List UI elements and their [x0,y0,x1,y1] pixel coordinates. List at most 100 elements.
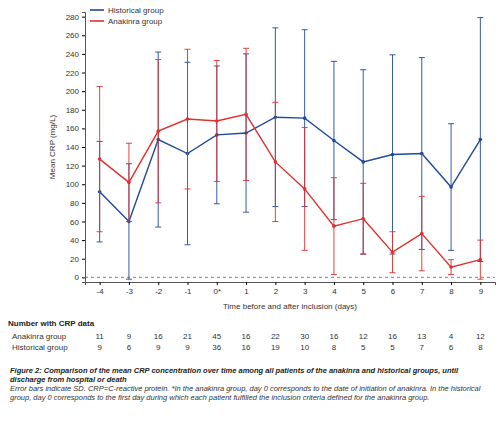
x-tick: 7 [420,282,425,296]
x-tick-mark [100,282,101,285]
x-tick-mark [158,282,159,285]
y-tick: 20 [70,255,85,264]
table-title: Number with CRP data [8,319,95,328]
x-tick: 0* [214,282,222,296]
table-cell: 16 [242,332,251,341]
table-cell: 16 [388,332,397,341]
table-row-label: Historical group [12,343,68,352]
x-axis: -4-3-2-10*123456789 [86,282,496,296]
legend-swatch [90,9,104,11]
legend: Historical groupAnakinra group [90,6,164,26]
y-tick-label: 0 [75,273,80,282]
y-tick-mark [82,35,85,36]
series-line [100,114,481,267]
y-tick: 260 [66,31,85,40]
error-bar-cap [419,196,425,197]
x-tick-mark [422,282,423,285]
error-bar-cap [272,102,278,103]
table-cell: 19 [271,343,280,352]
marker [391,250,395,254]
error-bar-cap [448,250,454,251]
marker [420,232,424,236]
legend-label: Historical group [108,6,164,15]
error-bar [126,143,132,221]
reference-line [85,277,495,278]
x-tick-label: 0* [214,287,222,296]
table-cell: 16 [329,332,338,341]
error-bar-cap [155,52,161,53]
marker [449,265,453,269]
error-bar-cap [302,250,308,251]
marker [156,129,160,133]
error-bar-cap [360,183,366,184]
error-bar-cap [390,54,396,55]
table-cell: 10 [300,343,309,352]
figure-title: Figure 2: Comparison of the mean CRP con… [10,366,492,384]
error-bar [419,196,425,270]
error-bar-cap [390,272,396,273]
marker [479,138,483,142]
x-tick-mark [217,282,218,285]
y-tick-label: 80 [70,199,79,208]
table-row-label: Anakinra group [12,332,67,341]
y-tick-label: 40 [70,236,79,245]
y-tick: 160 [66,124,85,133]
error-bar-cap [185,244,191,245]
y-tick-mark [82,184,85,185]
y-tick: 240 [66,50,85,59]
x-axis-line [86,283,496,286]
marker [274,160,278,164]
x-tick-label: 2 [274,287,279,296]
y-tick-label: 160 [66,124,80,133]
error-bar-cap [477,17,483,18]
x-tick: -2 [155,282,163,296]
x-tick: 4 [332,282,337,296]
error-bar-cap [419,270,425,271]
error-bar-cap [419,57,425,58]
error-bar-cap [214,60,220,61]
table-cell: 9 [97,343,102,352]
error-bar [302,127,308,250]
error-bar-cap [126,279,132,280]
error-bar-cap [272,27,278,28]
table-cell: 16 [242,343,251,352]
table-cell: 8 [478,343,483,352]
x-tick-mark [129,282,130,285]
error-bar-cap [155,202,161,203]
error-bar-cap [185,49,191,50]
table-cell: 16 [154,332,163,341]
legend-swatch [90,20,104,22]
y-tick-mark [82,54,85,55]
error-bar-cap [477,279,483,280]
error-bar-cap [97,231,103,232]
table-cell: 12 [476,332,485,341]
error-bar-cap [448,274,454,275]
y-tick-label: 280 [66,13,80,22]
y-tick: 80 [70,199,85,208]
y-axis-line [82,13,86,283]
marker [186,117,190,121]
error-bar-cap [97,241,103,242]
y-tick-mark [82,259,85,260]
x-tick: 9 [479,282,484,296]
x-tick-label: -1 [184,287,192,296]
error-bar-cap [214,181,220,182]
y-tick-label: 200 [66,87,80,96]
error-bar [97,86,103,231]
error-bar-cap [448,259,454,260]
x-tick-mark [393,282,394,285]
error-bar-cap [448,123,454,124]
y-tick-mark [82,73,85,74]
marker [420,152,424,156]
caption: Figure 2: Comparison of the mean CRP con… [10,366,492,402]
x-tick-mark [275,282,276,285]
x-tick-label: -4 [97,287,105,296]
x-tick-mark [246,282,247,285]
x-tick-label: -2 [155,287,163,296]
y-tick-mark [82,221,85,222]
y-tick-mark [82,166,85,167]
y-tick-label: 180 [66,106,80,115]
error-bar-cap [243,48,249,49]
table-cell: 6 [127,343,132,352]
y-tick-label: 260 [66,31,80,40]
